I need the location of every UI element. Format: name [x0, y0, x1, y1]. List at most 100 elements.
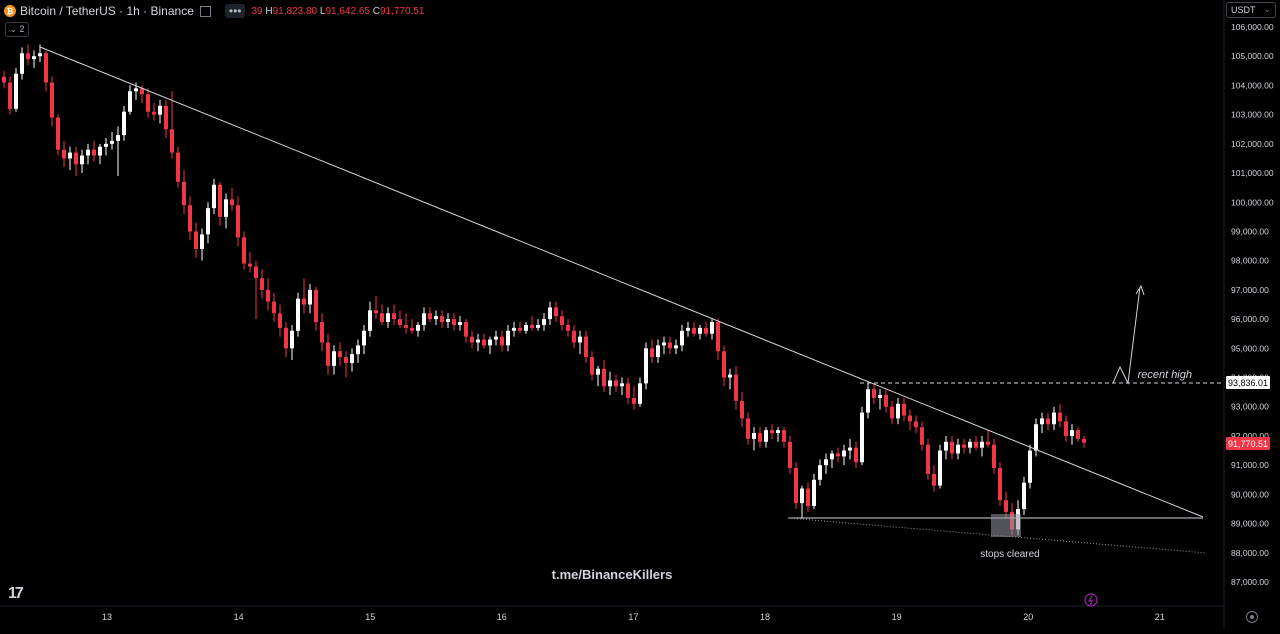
high-value: 91,823.80 — [272, 5, 318, 17]
candle-body — [74, 152, 78, 165]
candle-body — [242, 237, 246, 264]
candle-body — [284, 327, 288, 349]
candle-body — [410, 327, 414, 331]
candle-body — [920, 427, 924, 445]
symbol-header[interactable]: ₿ Bitcoin / TetherUS · 1h · Binance ••• … — [4, 2, 424, 20]
candle-body — [560, 316, 564, 325]
descending-trendline[interactable] — [39, 46, 1204, 518]
candle-body — [326, 342, 330, 366]
candle — [584, 330, 588, 363]
candle-body — [62, 149, 66, 159]
candle — [986, 430, 990, 448]
flag-icon[interactable] — [199, 5, 211, 17]
currency-selector[interactable]: USDT ⌄ — [1226, 2, 1276, 18]
candle-body — [950, 441, 954, 454]
candle — [1028, 444, 1032, 489]
candle — [200, 228, 204, 261]
candle — [914, 415, 918, 434]
candle — [20, 47, 24, 80]
candle — [458, 316, 462, 331]
candle — [434, 310, 438, 325]
time-tick-label: 19 — [892, 612, 902, 622]
candle — [878, 389, 882, 410]
bitcoin-logo-icon: ₿ — [4, 5, 16, 17]
candle-body — [854, 447, 858, 463]
candle — [980, 435, 984, 457]
last-price-tag — [1226, 437, 1270, 450]
price-axis[interactable]: 106,000.00 105,000.00 104,000.00 103,000.00… — [1231, 22, 1274, 587]
candle-body — [650, 348, 654, 358]
candle — [764, 427, 768, 448]
candle-body — [620, 383, 624, 387]
candle-body — [182, 181, 186, 206]
candle-body — [800, 488, 804, 504]
candle — [1064, 415, 1068, 442]
candle-body — [932, 473, 936, 486]
candle — [248, 251, 252, 273]
candle — [680, 324, 684, 352]
candle — [266, 278, 270, 311]
candle — [650, 339, 654, 363]
settings-gear-icon[interactable] — [1246, 611, 1258, 623]
price-tick-label: 106,000.00 — [1231, 22, 1274, 32]
candle-body — [602, 368, 606, 387]
tradingview-logo-icon[interactable]: 17 — [8, 585, 24, 602]
price-tick-label: 98,000.00 — [1231, 256, 1269, 266]
candle-body — [56, 117, 60, 150]
symbol-title[interactable]: Bitcoin / TetherUS · 1h · Binance — [20, 4, 194, 18]
projection-path[interactable] — [1112, 286, 1141, 385]
candle-body — [170, 129, 174, 153]
price-tick-label: 93,000.00 — [1231, 402, 1269, 412]
time-axis[interactable]: 13 14 15 16 17 18 19 20 21 — [102, 612, 1165, 622]
candle-body — [260, 278, 264, 290]
candle — [224, 193, 228, 229]
lower-dotted-trendline[interactable] — [787, 517, 1207, 554]
price-tick-label: 101,000.00 — [1231, 168, 1274, 178]
candle-body — [146, 94, 150, 112]
candle — [8, 76, 12, 115]
candle — [182, 170, 186, 214]
candle — [548, 301, 552, 325]
candle-body — [368, 310, 372, 331]
candle — [1070, 424, 1074, 445]
candle-body — [944, 441, 948, 451]
candle-body — [704, 327, 708, 334]
candle-body — [998, 468, 1002, 501]
candle-body — [470, 336, 474, 343]
candle-body — [638, 383, 642, 404]
candle — [524, 322, 528, 334]
candle — [218, 181, 222, 226]
candle-body — [14, 73, 18, 109]
more-options-button[interactable]: ••• — [224, 4, 246, 18]
candle-body — [224, 199, 228, 217]
candle-body — [446, 319, 450, 323]
candle-body — [728, 374, 732, 378]
candle-body — [866, 389, 870, 413]
candle-body — [734, 374, 738, 401]
candle-body — [692, 327, 696, 334]
candle-body — [1004, 500, 1008, 512]
candle-body — [818, 465, 822, 480]
candle-body — [572, 330, 576, 343]
price-tick-label: 87,000.00 — [1231, 577, 1269, 587]
candle-body — [512, 327, 516, 331]
candle-body — [842, 450, 846, 457]
candle — [302, 278, 306, 314]
candle — [668, 336, 672, 355]
candle-body — [662, 342, 666, 346]
candle — [566, 319, 570, 337]
indicator-collapse-button[interactable]: ⌄ 2 — [5, 22, 29, 37]
candle-body — [356, 345, 360, 355]
lightning-icon[interactable] — [1084, 593, 1098, 607]
currency-label: USDT — [1231, 5, 1256, 15]
candle — [734, 365, 738, 410]
stops-cleared-zone[interactable] — [991, 514, 1021, 537]
candle-body — [266, 289, 270, 302]
candle-body — [158, 105, 162, 115]
candle-body — [44, 53, 48, 83]
price-tick-label: 99,000.00 — [1231, 226, 1269, 236]
candle — [842, 444, 846, 466]
candle — [254, 260, 258, 320]
